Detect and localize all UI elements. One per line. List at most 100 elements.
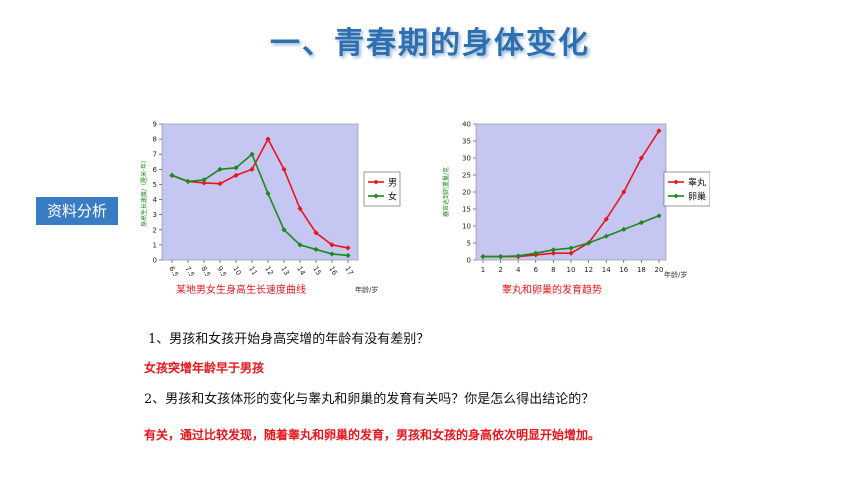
series-line (171, 152, 349, 257)
x-tick-label: 4 (516, 266, 521, 274)
legend-marker (373, 193, 379, 199)
data-point (345, 245, 351, 251)
height-chart-caption: 某地男女生身高生长速度曲线 (176, 285, 306, 296)
x-tick-label: 6 (534, 266, 539, 274)
y-tick-label: 35 (462, 138, 471, 146)
legend-label: 女 (388, 191, 397, 203)
x-tick-label: 12.5 (263, 265, 278, 276)
x-tick-label: 7.5 (183, 265, 195, 276)
x-tick-label: 2 (498, 266, 502, 274)
legend-label: 睾丸 (688, 177, 706, 189)
x-tick-label: 8 (551, 266, 555, 274)
data-point (265, 136, 271, 142)
data-point (281, 166, 287, 172)
x-tick-label: 11.5 (247, 265, 262, 276)
data-point (297, 242, 303, 248)
data-point (185, 178, 191, 185)
y-tick-label: 5 (153, 181, 157, 189)
y-tick-label: 6 (153, 166, 158, 174)
y-axis-label: 身高生长速度/（厘米·年） (140, 157, 148, 227)
y-tick-label: 40 (462, 121, 471, 129)
legend-label: 男 (388, 178, 397, 189)
data-point (297, 206, 303, 212)
x-tick-label: 9.5 (215, 265, 227, 276)
x-tick-label: 8.5 (199, 265, 211, 276)
data-point (603, 216, 609, 222)
data-point (568, 245, 574, 251)
height-growth-chart: 0 1 2 3 4 5 6 7 8 9 6.5 7.5 8.5 9.5 10.5 11.5 12.5 13.5 14… (140, 121, 401, 276)
x-tick-label: 16 (619, 266, 628, 274)
plot-area (161, 123, 359, 261)
data-point (568, 250, 574, 256)
data-point (480, 254, 486, 260)
answer-1: 女孩突增年龄早于男孩 (144, 361, 265, 375)
legend-marker (673, 193, 679, 199)
data-point (603, 233, 609, 239)
x-tick-label: 1 (481, 266, 485, 274)
data-point (656, 128, 662, 134)
legend-box (663, 171, 710, 207)
height-chart-xlabel: 年龄/岁 (355, 286, 379, 294)
organ-chart-xlabel: 年龄/岁 (664, 271, 688, 279)
x-tick-label: 17.5 (343, 265, 358, 276)
x-tick-label: 18 (637, 266, 646, 274)
y-tick-label: 8 (153, 136, 157, 144)
y-tick-label: 15 (462, 206, 471, 214)
data-point (329, 251, 335, 257)
x-tick-label: 14.5 (295, 265, 310, 276)
legend-label: 卵巢 (688, 191, 706, 203)
data-point (638, 155, 644, 161)
data-point (233, 172, 239, 178)
data-point (313, 230, 319, 236)
x-tick-label: 16.5 (327, 265, 342, 276)
y-tick-label: 20 (462, 189, 471, 197)
x-tick-label: 12 (584, 266, 593, 274)
answer-2: 有关，通过比较发现，随着睾丸和卵巢的发育，男孩和女孩的身高依次明显开始增加。 (144, 428, 601, 442)
y-tick-label: 9 (153, 121, 157, 129)
y-tick-label: 7 (153, 151, 157, 159)
question-2: 2、男孩和女孩体形的变化与睾丸和卵巢的发育有关吗？你是怎么得出结论的？ (144, 392, 595, 407)
y-tick-label: 30 (462, 155, 471, 163)
legend-marker (373, 179, 379, 185)
question-1: 1、男孩和女孩开始身高突增的年龄有没有差别？ (148, 332, 430, 347)
y-tick-label: 4 (153, 196, 158, 204)
data-point (281, 227, 287, 233)
x-tick-label: 13.5 (279, 265, 294, 276)
x-tick-label: 14 (602, 266, 611, 274)
data-point (313, 246, 319, 253)
y-tick-label: 10 (462, 223, 471, 231)
data-point (169, 172, 175, 178)
data-point (201, 177, 207, 183)
data-point (217, 166, 223, 172)
y-axis-label: 器官达到的重量/克 (442, 167, 450, 217)
data-point (621, 226, 627, 232)
organ-chart-caption: 睾丸和卵巢的发育趋势 (502, 285, 602, 296)
x-tick-label: 10 (567, 266, 576, 274)
y-tick-label: 25 (462, 172, 471, 180)
x-tick-label: 6.5 (167, 265, 179, 276)
y-tick-label: 0 (153, 257, 157, 265)
plot-area (475, 123, 667, 261)
y-tick-label: 5 (467, 240, 471, 248)
y-tick-label: 2 (153, 226, 157, 234)
legend-marker (673, 179, 679, 185)
data-point (265, 190, 271, 197)
material-analysis-badge: 资料分析 (36, 197, 118, 225)
legend-box (363, 171, 401, 207)
x-tick-label: 10.5 (231, 265, 246, 276)
x-tick-label: 15.5 (311, 265, 326, 276)
data-point (249, 151, 255, 157)
data-point (656, 213, 662, 219)
data-point (345, 252, 351, 259)
x-tick-label: 20 (655, 266, 664, 274)
y-tick-label: 3 (153, 211, 157, 219)
data-point (249, 166, 255, 172)
y-tick-label: 1 (153, 241, 157, 249)
page-title: 一、青春期的身体变化 (270, 26, 590, 61)
data-point (233, 165, 239, 171)
series-line (171, 137, 349, 249)
data-point (533, 250, 539, 256)
y-tick-label: 0 (467, 257, 471, 265)
data-point (329, 242, 335, 248)
